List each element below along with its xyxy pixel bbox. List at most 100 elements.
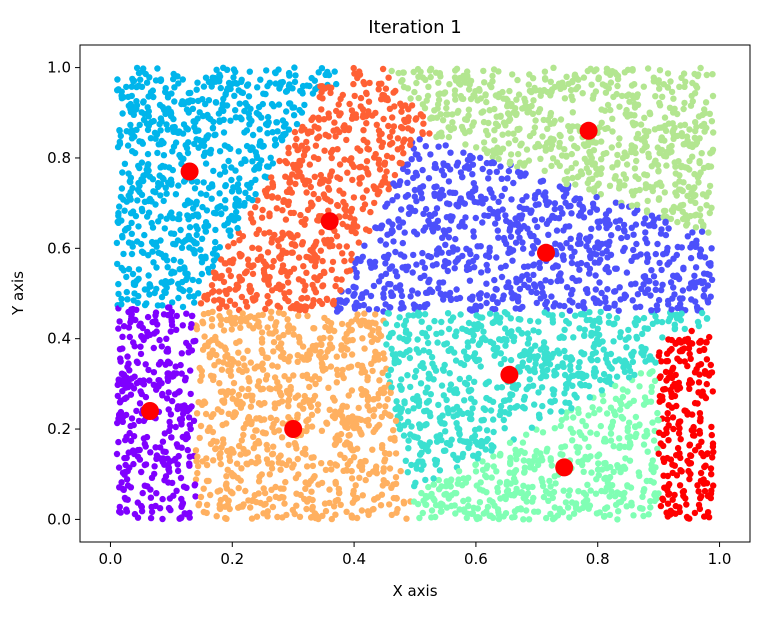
- data-point: [299, 305, 306, 312]
- data-point: [167, 328, 174, 335]
- data-point: [282, 478, 289, 486]
- data-point: [469, 122, 476, 129]
- data-point: [465, 319, 473, 327]
- data-point: [140, 99, 147, 106]
- data-point: [227, 449, 235, 456]
- data-point: [425, 252, 432, 260]
- data-point: [220, 129, 228, 136]
- data-point: [331, 68, 338, 75]
- data-point: [707, 370, 714, 377]
- data-point: [633, 157, 640, 165]
- data-point: [357, 429, 364, 436]
- data-point: [601, 435, 608, 442]
- data-point: [508, 289, 515, 297]
- data-point: [382, 241, 390, 248]
- data-point: [196, 434, 203, 442]
- data-point: [213, 513, 220, 520]
- data-point: [586, 247, 593, 254]
- data-point: [686, 475, 693, 483]
- data-point: [319, 283, 326, 290]
- data-point: [386, 465, 394, 472]
- data-point: [469, 161, 477, 168]
- data-point: [375, 156, 383, 163]
- data-point: [235, 391, 243, 399]
- data-point: [180, 287, 187, 295]
- data-point: [567, 366, 574, 374]
- data-point: [177, 258, 184, 265]
- data-point: [333, 379, 340, 386]
- data-point: [284, 316, 291, 323]
- data-point: [559, 209, 566, 217]
- data-point: [240, 431, 247, 439]
- data-point: [631, 81, 638, 88]
- data-point: [387, 304, 394, 311]
- data-point: [308, 454, 315, 461]
- data-point: [259, 429, 267, 436]
- data-point: [700, 164, 708, 172]
- data-point: [462, 479, 470, 486]
- data-point: [265, 119, 272, 126]
- data-point: [682, 495, 689, 502]
- data-point: [692, 298, 699, 305]
- data-point: [327, 363, 335, 370]
- data-point: [137, 502, 145, 510]
- data-point: [686, 385, 693, 392]
- data-point: [285, 149, 292, 157]
- data-point: [413, 115, 420, 122]
- data-point: [355, 404, 362, 412]
- data-point: [698, 392, 705, 399]
- data-point: [149, 87, 156, 94]
- data-point: [163, 335, 170, 342]
- data-point: [133, 306, 140, 313]
- data-point: [597, 376, 604, 384]
- data-point: [517, 506, 525, 513]
- data-point: [249, 158, 256, 165]
- data-point: [365, 171, 372, 178]
- data-point: [543, 220, 551, 227]
- data-point: [624, 402, 631, 410]
- data-point: [363, 90, 370, 98]
- data-point: [295, 471, 302, 478]
- data-point: [150, 259, 157, 266]
- data-point: [194, 178, 201, 185]
- data-point: [262, 500, 269, 508]
- data-point: [524, 330, 531, 337]
- data-point: [632, 413, 640, 421]
- data-point: [212, 131, 219, 138]
- data-point: [535, 389, 542, 396]
- data-point: [564, 380, 571, 387]
- data-point: [461, 508, 468, 515]
- data-point: [574, 123, 581, 130]
- data-point: [670, 203, 678, 211]
- data-point: [249, 196, 256, 204]
- data-point: [392, 405, 399, 413]
- data-point: [182, 237, 189, 244]
- data-point: [687, 355, 694, 362]
- data-point: [266, 330, 273, 337]
- data-point: [236, 202, 243, 209]
- data-point: [317, 348, 324, 356]
- data-point: [658, 358, 665, 365]
- data-point: [216, 288, 223, 295]
- data-point: [659, 396, 666, 404]
- data-point: [136, 182, 143, 189]
- data-point: [337, 305, 344, 312]
- data-point: [170, 75, 177, 83]
- data-point: [334, 146, 341, 153]
- data-point: [545, 231, 552, 238]
- data-point: [459, 173, 466, 181]
- data-point: [396, 425, 404, 433]
- data-point: [425, 83, 432, 91]
- data-point: [118, 479, 125, 486]
- data-point: [333, 353, 340, 360]
- data-point: [666, 490, 673, 497]
- data-point: [281, 500, 288, 507]
- data-point: [172, 423, 179, 431]
- data-point: [222, 346, 229, 353]
- data-point: [427, 65, 435, 73]
- data-point: [372, 348, 379, 355]
- data-point: [634, 201, 641, 208]
- data-point: [145, 272, 152, 279]
- data-point: [266, 212, 273, 220]
- data-point: [405, 106, 412, 113]
